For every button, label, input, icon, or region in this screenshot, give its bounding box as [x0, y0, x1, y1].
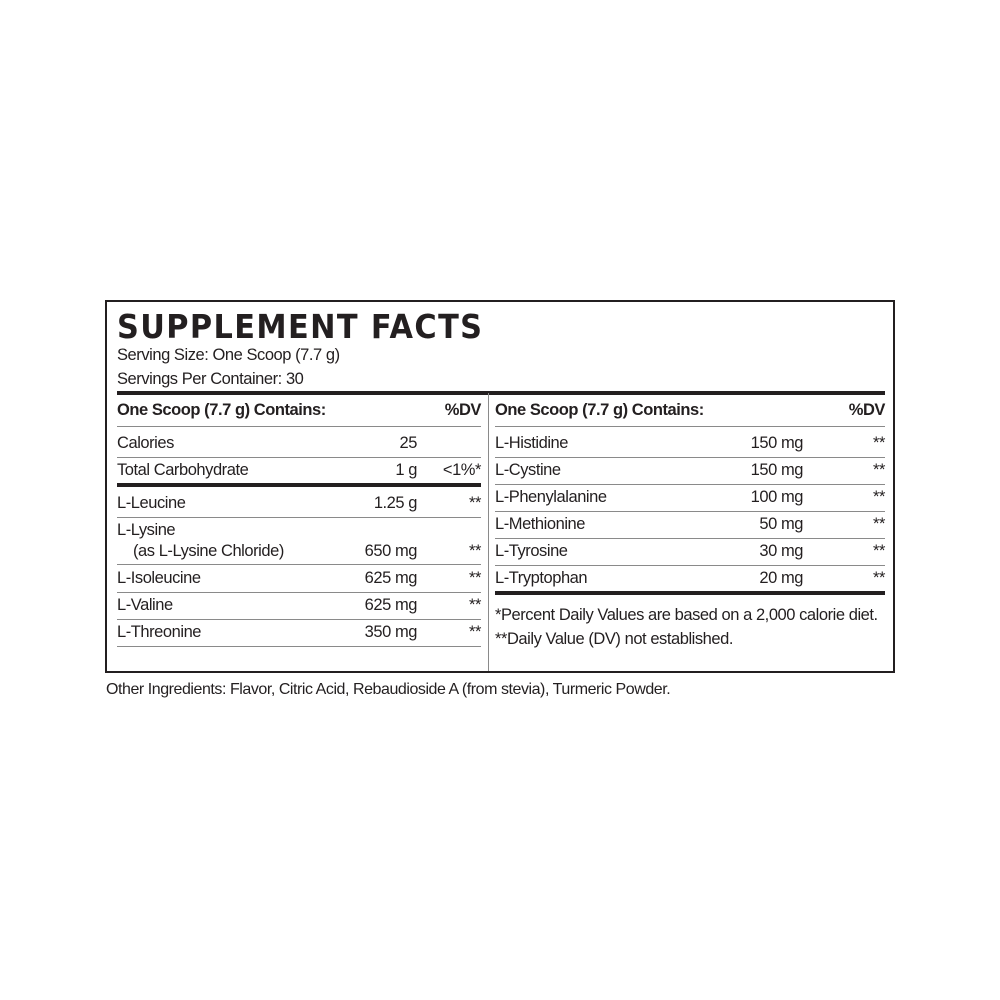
nutrient-name: L-Leucine	[117, 494, 186, 512]
supplement-facts-panel: SUPPLEMENT FACTS Serving Size: One Scoop…	[105, 300, 895, 673]
nutrient-dv: **	[873, 515, 885, 533]
nutrient-amount: 50 mg	[759, 515, 803, 533]
divider	[117, 646, 481, 647]
divider	[495, 511, 885, 512]
nutrient-amount: 150 mg	[750, 461, 804, 479]
nutrient-dv: **	[469, 569, 481, 587]
divider	[495, 538, 885, 539]
panel-title: SUPPLEMENT FACTS	[117, 307, 484, 346]
nutrient-amount: 20 mg	[759, 569, 803, 587]
left-header-label: One Scoop (7.7 g) Contains:	[117, 401, 326, 419]
nutrient-dv: **	[469, 542, 481, 560]
nutrient-name: L-Lysine	[117, 521, 176, 539]
nutrient-dv: **	[469, 494, 481, 512]
right-header-dv: %DV	[848, 401, 886, 419]
divider	[495, 591, 885, 595]
serving-size: Serving Size: One Scoop (7.7 g)	[117, 346, 340, 364]
divider	[495, 426, 885, 427]
servings-per-container: Servings Per Container: 30	[117, 370, 304, 388]
right-header-label: One Scoop (7.7 g) Contains:	[495, 401, 704, 419]
nutrient-amount: 1 g	[395, 461, 417, 479]
nutrient-subname: (as L-Lysine Chloride)	[133, 542, 284, 560]
nutrient-dv: **	[873, 542, 885, 560]
divider	[117, 592, 481, 593]
nutrient-amount: 625 mg	[364, 596, 418, 614]
nutrient-name: L-Histidine	[495, 434, 568, 452]
left-header-dv: %DV	[444, 401, 482, 419]
nutrient-amount: 100 mg	[750, 488, 804, 506]
nutrient-amount: 350 mg	[364, 623, 418, 641]
nutrient-amount: 30 mg	[759, 542, 803, 560]
divider	[495, 484, 885, 485]
divider	[495, 565, 885, 566]
nutrient-amount: 1.25 g	[373, 494, 418, 512]
footnote-percent-dv: *Percent Daily Values are based on a 2,0…	[495, 606, 878, 624]
other-ingredients: Other Ingredients: Flavor, Citric Acid, …	[106, 681, 671, 698]
nutrient-dv: **	[469, 623, 481, 641]
nutrient-dv: **	[469, 596, 481, 614]
nutrient-name: L-Tryptophan	[495, 569, 588, 587]
divider	[117, 457, 481, 458]
nutrient-amount: 150 mg	[750, 434, 804, 452]
column-divider	[488, 393, 489, 671]
nutrient-amount: 625 mg	[364, 569, 418, 587]
nutrient-amount: 650 mg	[364, 542, 418, 560]
nutrient-name: L-Tyrosine	[495, 542, 568, 560]
nutrient-dv: <1%*	[442, 461, 482, 479]
footnote-dv-not-established: **Daily Value (DV) not established.	[495, 630, 733, 648]
divider	[495, 457, 885, 458]
divider	[117, 426, 481, 427]
divider	[117, 391, 885, 395]
nutrient-name: Total Carbohydrate	[117, 461, 249, 479]
nutrient-name: Calories	[117, 434, 174, 452]
nutrient-name: L-Valine	[117, 596, 173, 614]
divider	[117, 483, 481, 487]
divider	[117, 517, 481, 518]
nutrient-name: L-Threonine	[117, 623, 202, 641]
nutrient-name: L-Phenylalanine	[495, 488, 607, 506]
nutrient-name: L-Methionine	[495, 515, 585, 533]
nutrient-dv: **	[873, 434, 885, 452]
nutrient-dv: **	[873, 461, 885, 479]
divider	[117, 619, 481, 620]
nutrient-name: L-Isoleucine	[117, 569, 201, 587]
nutrient-dv: **	[873, 569, 885, 587]
divider	[117, 564, 481, 565]
nutrient-dv: **	[873, 488, 885, 506]
nutrient-amount: 25	[399, 434, 418, 452]
nutrient-name: L-Cystine	[495, 461, 561, 479]
